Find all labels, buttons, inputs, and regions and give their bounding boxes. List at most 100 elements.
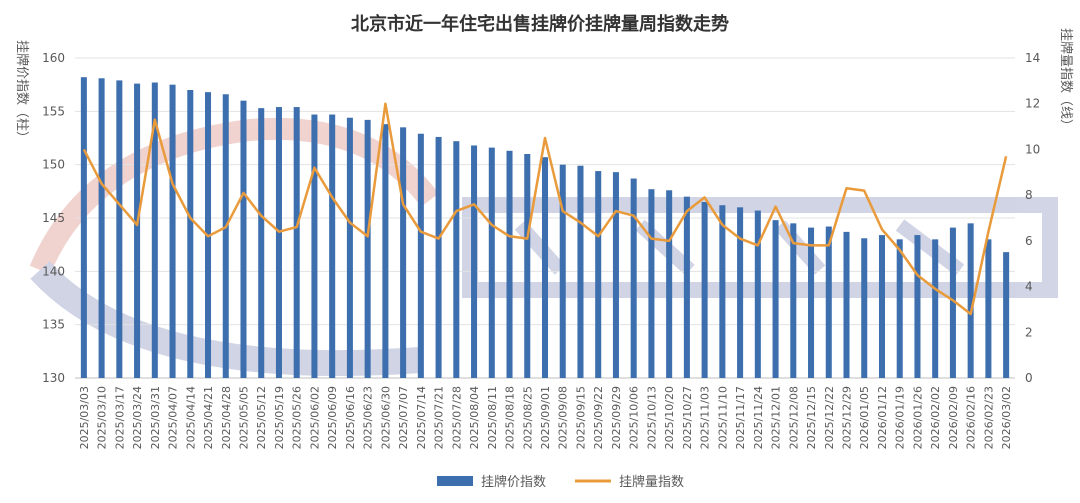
bar — [648, 189, 655, 378]
bar — [258, 108, 265, 378]
bar — [222, 94, 229, 379]
x-tick-label: 2025/04/14 — [184, 386, 197, 449]
x-tick-label: 2025/09/29 — [610, 386, 623, 449]
x-tick-label: 2025/06/09 — [326, 386, 339, 449]
bar — [187, 90, 194, 378]
x-tick-label: 2025/04/07 — [167, 386, 180, 449]
bar — [896, 239, 903, 378]
bar — [808, 227, 815, 378]
x-tick-label: 2025/10/20 — [663, 386, 676, 449]
bar — [80, 77, 87, 378]
bar — [719, 205, 726, 378]
x-tick-label: 2025/04/21 — [202, 386, 215, 449]
bar — [240, 100, 247, 379]
bar — [134, 83, 141, 378]
bar — [275, 107, 282, 379]
x-tick-label: 2025/07/21 — [433, 386, 446, 449]
x-tick-label: 2025/05/12 — [255, 386, 268, 449]
x-tick-label: 2026/02/23 — [982, 386, 995, 449]
bar — [1003, 252, 1010, 378]
x-tick-label: 2025/12/08 — [787, 386, 800, 449]
x-tick-label: 2025/06/30 — [379, 386, 392, 449]
y-left-tick-label: 155 — [42, 104, 65, 118]
bar — [524, 154, 531, 378]
y-axis-right-ticks: 0 2 4 6 8 10 12 14 — [1025, 51, 1040, 385]
bar — [932, 239, 939, 378]
x-tick-label: 2025/08/25 — [521, 386, 534, 449]
y-right-tick-label: 12 — [1025, 97, 1040, 111]
legend-label-line: 挂牌量指数 — [619, 474, 684, 490]
x-tick-label: 2025/10/27 — [681, 386, 694, 449]
x-tick-label: 2025/09/15 — [575, 386, 588, 449]
y-left-tick-label: 160 — [42, 51, 65, 65]
bar — [577, 165, 584, 378]
bar — [825, 226, 832, 378]
x-tick-label: 2025/12/29 — [841, 386, 854, 449]
x-tick-label: 2025/04/28 — [220, 386, 233, 449]
x-tick-label: 2026/02/16 — [965, 386, 978, 449]
bar — [985, 239, 992, 378]
x-tick-label: 2025/09/01 — [539, 386, 552, 449]
bar — [595, 171, 602, 378]
x-tick-label: 2025/06/02 — [308, 386, 321, 449]
y-left-tick-label: 140 — [42, 264, 65, 278]
y-axis-right-label: 挂牌量指数（线） — [1058, 28, 1074, 132]
bar — [293, 107, 300, 379]
bar — [843, 231, 850, 378]
x-tick-label: 2025/08/18 — [504, 386, 517, 449]
x-tick-label: 2025/08/04 — [468, 386, 481, 449]
y-axis-left-label: 挂牌价指数（柱） — [14, 40, 30, 144]
y-right-tick-label: 8 — [1025, 188, 1033, 202]
bar — [878, 235, 885, 378]
bar — [790, 223, 797, 378]
y-right-tick-label: 6 — [1025, 234, 1033, 248]
x-tick-label: 2025/05/19 — [273, 386, 286, 449]
x-tick-label: 2026/01/12 — [876, 386, 889, 449]
bar — [630, 178, 637, 378]
y-right-tick-label: 14 — [1025, 51, 1040, 65]
x-tick-label: 2026/03/02 — [1000, 386, 1013, 449]
bar — [329, 114, 336, 379]
bar — [861, 238, 868, 378]
x-tick-label: 2025/11/03 — [699, 386, 712, 449]
x-tick-label: 2026/01/05 — [858, 386, 871, 449]
x-tick-label: 2025/11/24 — [752, 386, 765, 449]
bar-series-price-index — [80, 77, 1010, 379]
x-tick-label: 2025/12/22 — [823, 386, 836, 449]
x-tick-label: 2025/05/05 — [238, 386, 251, 449]
x-tick-label: 2025/11/17 — [734, 386, 747, 449]
x-tick-label: 2025/11/10 — [716, 386, 729, 449]
y-right-tick-label: 2 — [1025, 325, 1033, 339]
y-axis-left-ticks: 130 135 140 145 150 155 160 — [42, 51, 65, 385]
bar — [967, 223, 974, 378]
x-axis-ticks: 2025/03/03 2025/03/10 2025/03/17 2025/03/24… — [78, 386, 1013, 449]
bar — [737, 207, 744, 378]
bar — [914, 235, 921, 378]
x-tick-label: 2025/03/10 — [96, 386, 109, 449]
bar — [506, 150, 513, 378]
bar — [612, 172, 619, 378]
y-right-tick-label: 10 — [1025, 142, 1040, 156]
bar — [169, 84, 176, 379]
y-left-tick-label: 150 — [42, 158, 65, 172]
x-tick-label: 2025/10/13 — [645, 386, 658, 449]
x-tick-label: 2025/12/01 — [770, 386, 783, 449]
x-tick-label: 2025/10/06 — [628, 386, 641, 449]
x-tick-label: 2025/12/15 — [805, 386, 818, 449]
y-right-tick-label: 0 — [1025, 371, 1033, 385]
bar — [98, 78, 105, 379]
bar — [949, 227, 956, 378]
x-tick-label: 2025/09/08 — [557, 386, 570, 449]
bar — [417, 133, 424, 378]
line-series-volume-index — [82, 102, 1008, 316]
bar — [116, 80, 123, 379]
x-tick-label: 2026/02/02 — [929, 386, 942, 449]
x-tick-label: 2025/07/14 — [415, 386, 428, 449]
x-tick-label: 2025/06/16 — [344, 386, 357, 449]
chart-title: 北京市近一年住宅出售挂牌价挂牌量周指数走势 — [351, 13, 729, 35]
y-right-tick-label: 4 — [1025, 280, 1033, 294]
bar — [435, 136, 442, 378]
legend-label-bar: 挂牌价指数 — [481, 474, 546, 490]
x-tick-label: 2026/01/26 — [912, 386, 925, 449]
bar — [541, 157, 549, 378]
